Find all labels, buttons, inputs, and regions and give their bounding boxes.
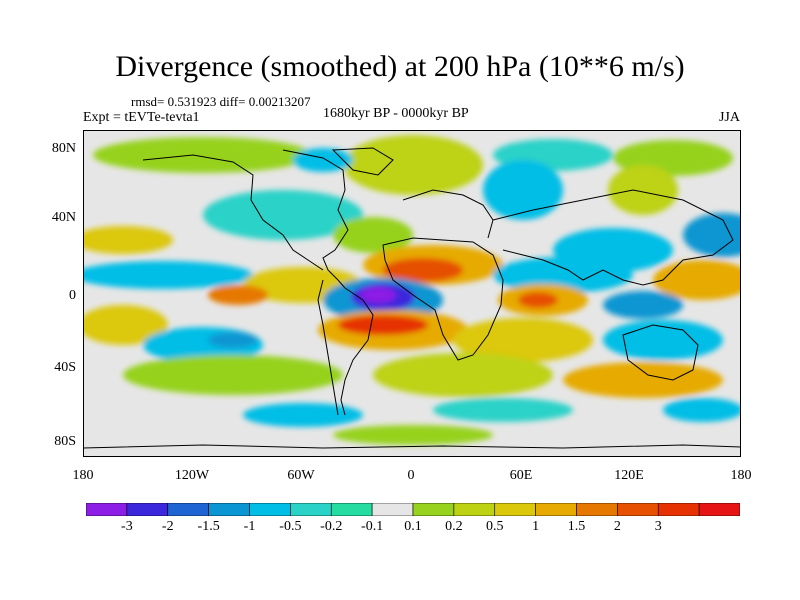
colorbar-label: 0.5 xyxy=(486,519,504,534)
period-label: 1680kyr BP - 0000kyr BP xyxy=(323,106,469,121)
colorbar-swatch xyxy=(126,502,169,517)
colorbar-label: -0.5 xyxy=(279,519,302,534)
europe-coast xyxy=(402,189,494,239)
x-label-120e: 120E xyxy=(614,468,644,483)
colorbar-swatch xyxy=(208,502,250,517)
north-america-west-coast xyxy=(142,154,324,271)
map-frame xyxy=(83,130,741,457)
asia-coast xyxy=(492,189,734,286)
colorbar-swatch xyxy=(453,502,496,517)
colorbar-canvas xyxy=(85,502,741,517)
colorbar-swatch xyxy=(698,502,741,517)
colorbar-label: -1.5 xyxy=(197,519,220,534)
australia-coast xyxy=(622,324,699,381)
colorbar xyxy=(85,502,741,517)
colorbar-swatch xyxy=(85,502,128,517)
colorbar-label: -1 xyxy=(243,519,256,534)
colorbar-label: -2 xyxy=(161,519,174,534)
south-america-east-coast xyxy=(340,287,374,416)
x-label-180e: 180 xyxy=(730,468,752,483)
colorbar-label: 0.2 xyxy=(445,519,463,534)
plot-title: Divergence (smoothed) at 200 hPa (10**6 … xyxy=(115,50,685,83)
colorbar-swatch xyxy=(330,502,373,517)
x-label-120w: 120W xyxy=(174,468,210,483)
x-label-0: 0 xyxy=(407,468,415,483)
colorbar-swatch xyxy=(249,502,291,517)
map-canvas xyxy=(83,130,741,457)
colorbar-swatch xyxy=(290,502,332,517)
colorbar-swatch xyxy=(576,502,618,517)
colorbar-label: 1.5 xyxy=(567,519,586,534)
divergence-map xyxy=(83,130,741,457)
north-america-coast xyxy=(282,149,349,289)
season-label: JJA xyxy=(718,110,740,125)
y-label-80n: 80N xyxy=(51,141,76,156)
colorbar-label: 0.1 xyxy=(404,519,422,534)
coastlines xyxy=(83,147,741,449)
stats-line: rmsd= 0.531923 diff= 0.00213207 xyxy=(131,94,311,109)
y-label-80s: 80S xyxy=(54,434,76,449)
greenland-coast xyxy=(331,147,394,176)
y-label-40n: 40N xyxy=(51,210,76,225)
africa-coast xyxy=(382,237,504,361)
field-layer xyxy=(83,135,741,445)
colorbar-swatch xyxy=(371,502,414,517)
colorbar-label: 2 xyxy=(613,519,621,534)
colorbar-swatch xyxy=(657,502,700,517)
y-label-0: 0 xyxy=(69,288,76,303)
colorbar-swatch xyxy=(617,502,659,517)
colorbar-label: -0.2 xyxy=(320,519,343,534)
colorbar-label: 1 xyxy=(532,519,540,534)
colorbar-label: -0.1 xyxy=(361,519,384,534)
colorbar-swatch xyxy=(494,502,536,517)
experiment-label: Expt = tEVTe-tevta1 xyxy=(83,110,200,125)
x-label-60e: 60E xyxy=(509,468,533,483)
y-label-40s: 40S xyxy=(54,360,76,375)
colorbar-swatch xyxy=(412,502,455,517)
colorbar-swatch xyxy=(167,502,209,517)
antarctica-coast xyxy=(83,444,741,449)
x-label-60w: 60W xyxy=(287,468,315,483)
colorbar-swatch xyxy=(535,502,577,517)
colorbar-label: 3 xyxy=(654,519,662,534)
x-label-180w: 180 xyxy=(72,468,94,483)
colorbar-label: -3 xyxy=(121,519,133,534)
south-america-west-coast xyxy=(317,279,339,416)
